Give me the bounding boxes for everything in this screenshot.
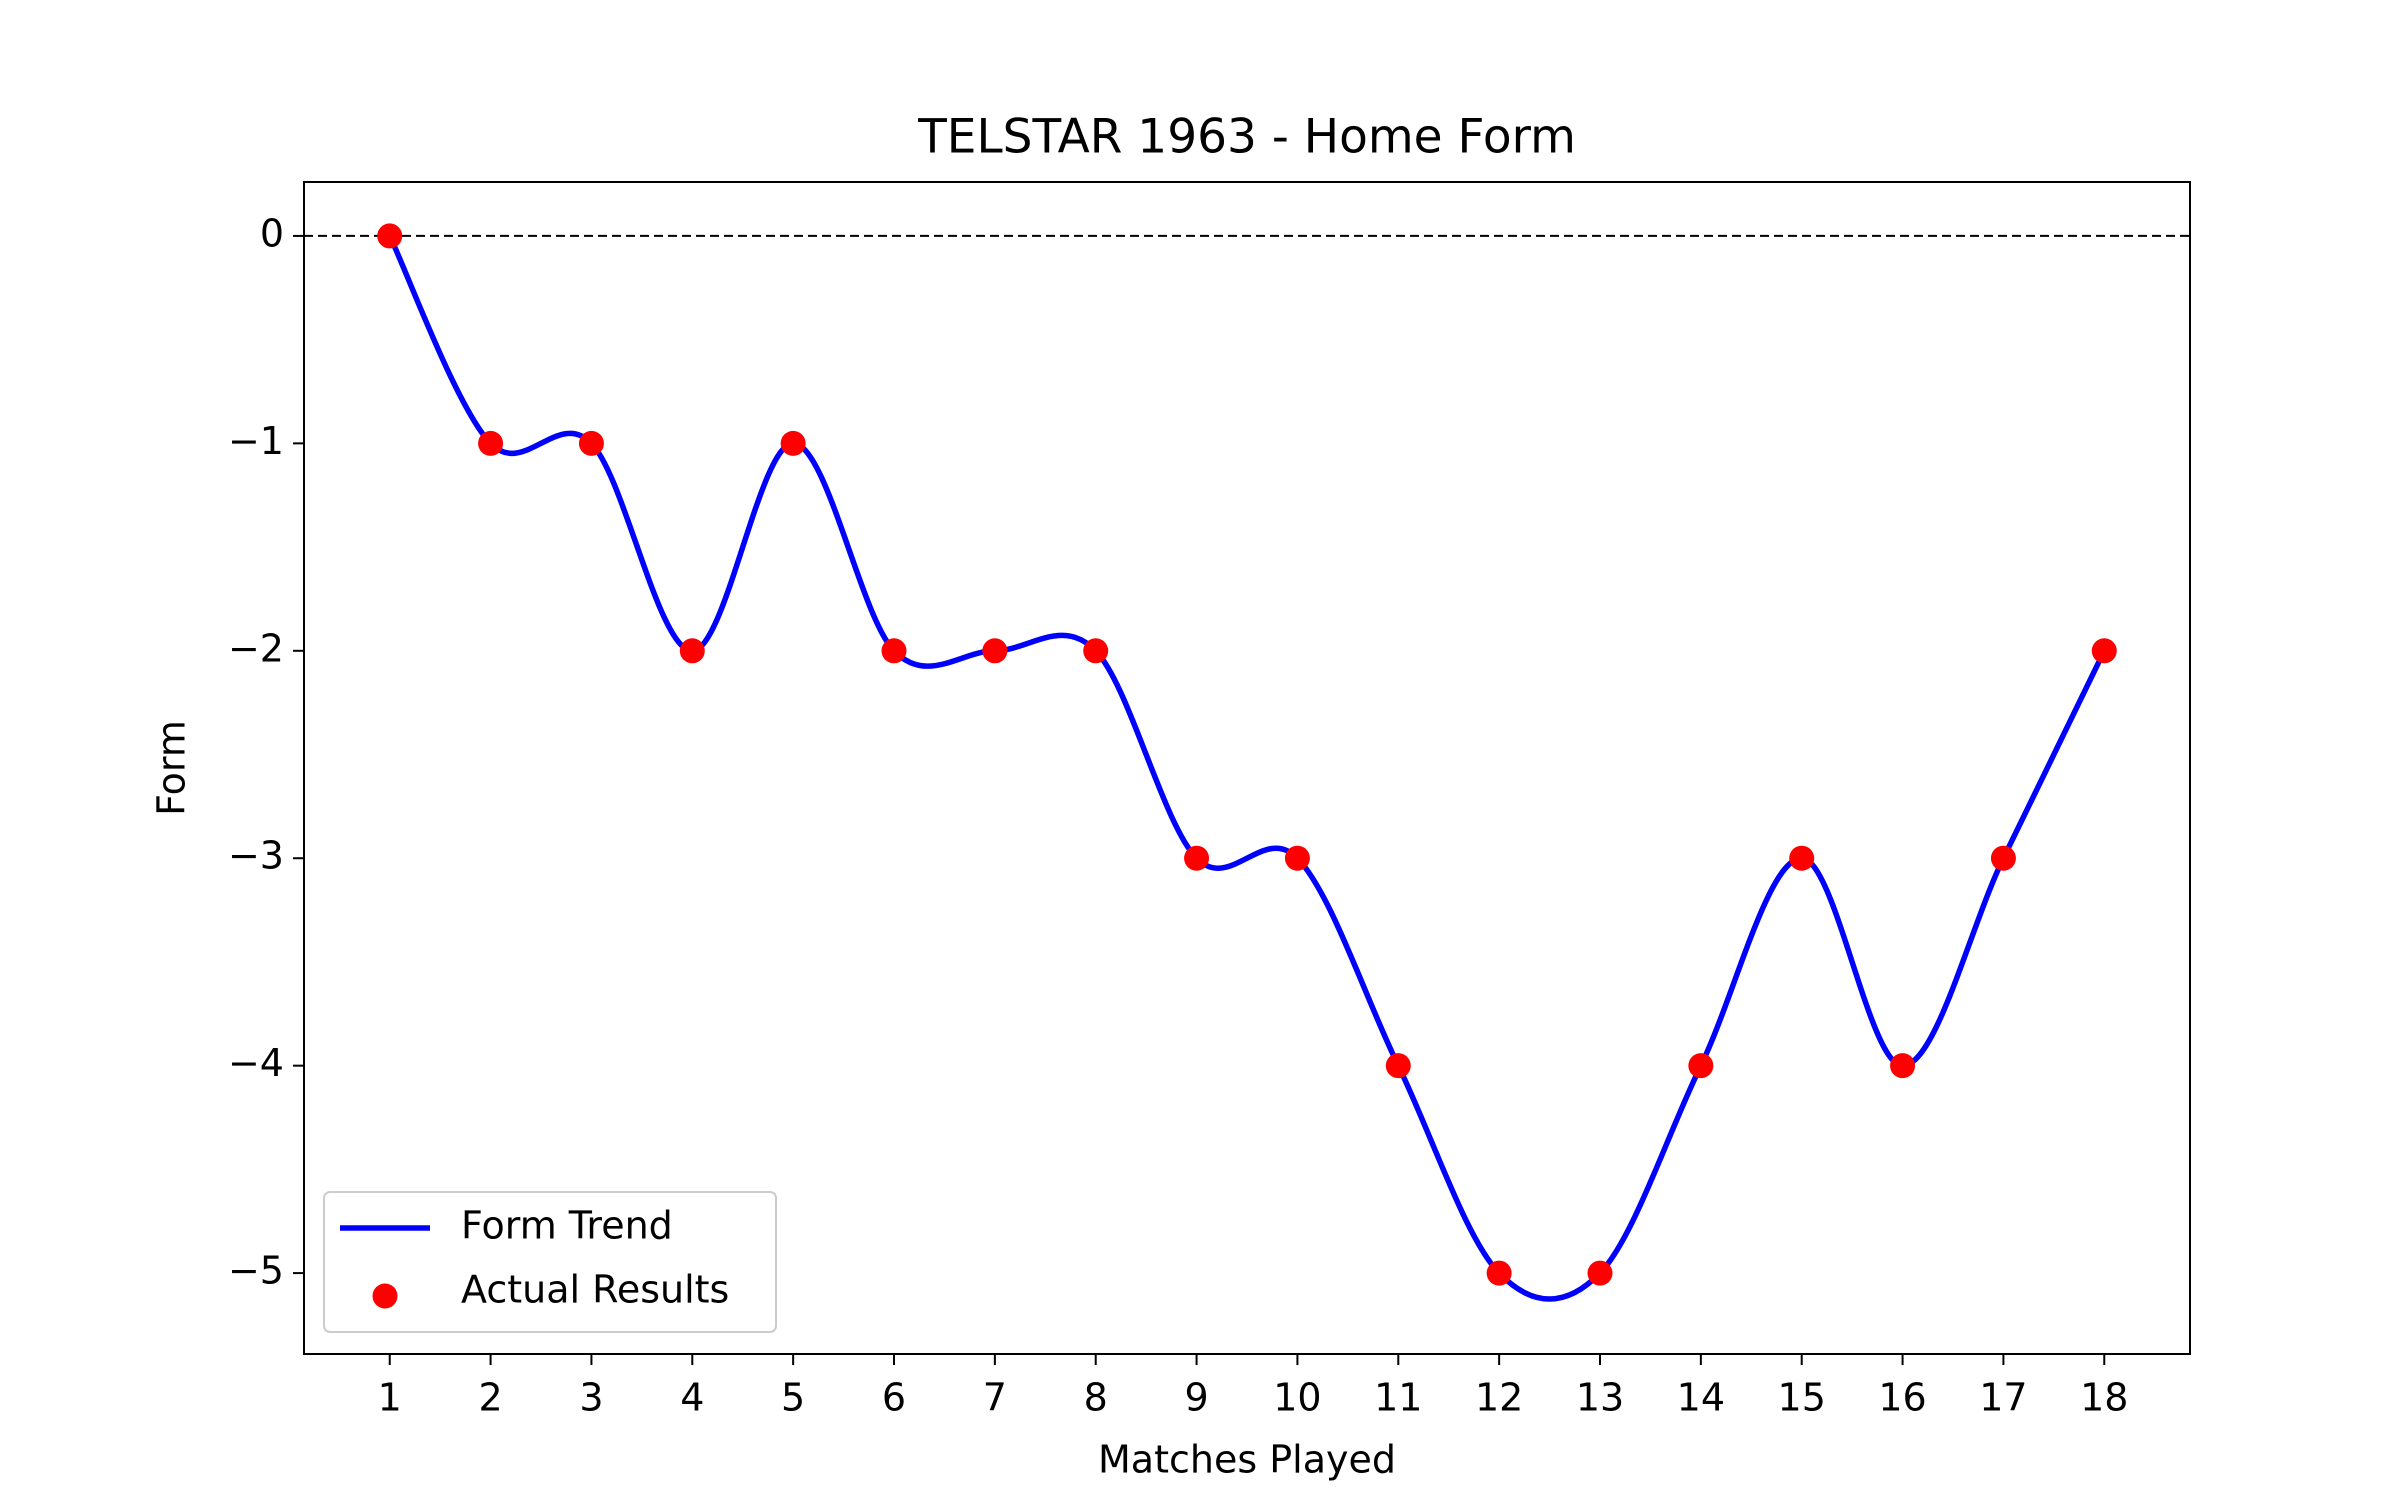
- result-point: [1789, 845, 1815, 871]
- result-point: [1990, 845, 2016, 871]
- x-tick-label: 18: [2080, 1376, 2128, 1420]
- trend-line: [387, 234, 2107, 1302]
- y-tick-label: −1: [228, 419, 284, 463]
- result-point: [578, 430, 604, 456]
- x-tick-label: 7: [983, 1376, 1007, 1420]
- x-tick-label: 1: [378, 1376, 402, 1420]
- result-point: [1385, 1053, 1411, 1079]
- x-tick-label: 11: [1374, 1376, 1422, 1420]
- y-tick-label: −2: [228, 626, 284, 670]
- legend-label: Form Trend: [461, 1204, 673, 1248]
- x-tick-label: 12: [1475, 1376, 1523, 1420]
- result-point: [679, 638, 705, 664]
- result-point: [982, 638, 1008, 664]
- x-axis-label: Matches Played: [1098, 1438, 1396, 1482]
- y-axis-label: Form: [150, 720, 194, 816]
- chart-title: TELSTAR 1963 - Home Form: [917, 110, 1576, 165]
- legend-label: Actual Results: [461, 1268, 729, 1312]
- result-point: [1688, 1053, 1714, 1079]
- result-point: [1083, 638, 1109, 664]
- result-point: [1890, 1053, 1916, 1079]
- result-point: [377, 223, 403, 249]
- plot-frame: [303, 181, 2191, 1355]
- x-tick-label: 13: [1576, 1376, 1624, 1420]
- x-tick-label: 16: [1878, 1376, 1926, 1420]
- legend: Form Trend Actual Results: [323, 1191, 777, 1333]
- result-point: [1284, 845, 1310, 871]
- x-tick-label: 5: [781, 1376, 805, 1420]
- legend-swatch: [372, 1283, 398, 1309]
- x-tick-label: 6: [882, 1376, 906, 1420]
- y-tick-label: 0: [260, 211, 284, 255]
- result-point: [1587, 1260, 1613, 1286]
- x-tick-label: 15: [1778, 1376, 1826, 1420]
- result-point: [881, 638, 907, 664]
- y-tick-label: −3: [228, 834, 284, 878]
- result-point: [2091, 638, 2117, 664]
- x-tick-label: 9: [1184, 1376, 1208, 1420]
- x-tick-label: 8: [1084, 1376, 1108, 1420]
- y-tick-label: −4: [228, 1041, 284, 1085]
- x-tick-label: 14: [1677, 1376, 1725, 1420]
- x-tick-label: 10: [1273, 1376, 1321, 1420]
- result-point: [1184, 845, 1210, 871]
- y-tick-label: −5: [228, 1249, 284, 1293]
- x-tick-label: 17: [1979, 1376, 2027, 1420]
- legend-box: [323, 1191, 777, 1333]
- x-tick-label: 4: [680, 1376, 704, 1420]
- result-point: [478, 430, 504, 456]
- result-point: [780, 430, 806, 456]
- result-point: [1486, 1260, 1512, 1286]
- x-tick-label: 3: [579, 1376, 603, 1420]
- x-tick-label: 2: [478, 1376, 502, 1420]
